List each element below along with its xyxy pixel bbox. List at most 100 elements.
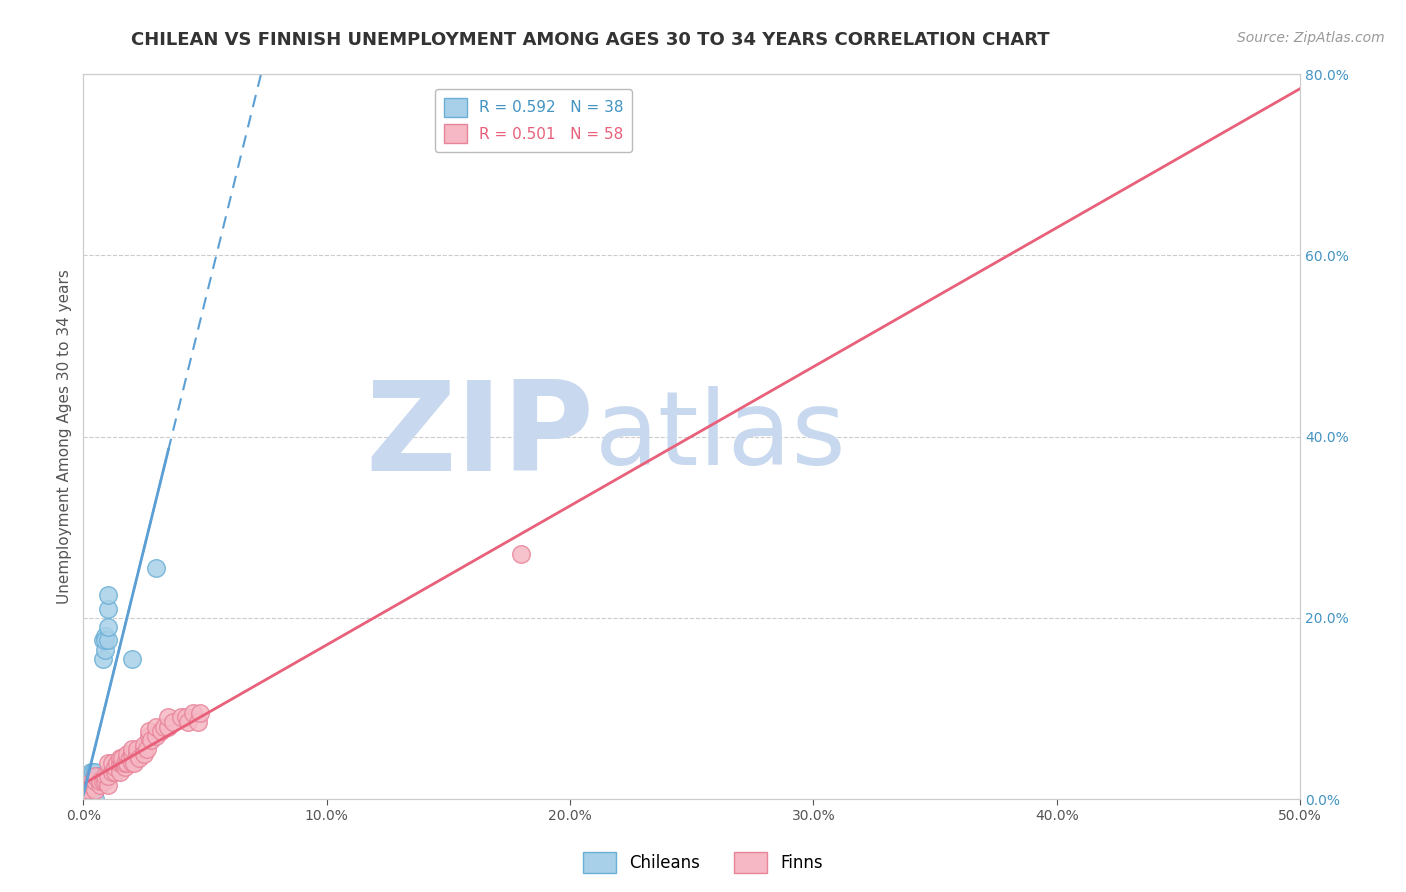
Point <box>94 629 117 643</box>
Point <box>187 714 209 729</box>
Point <box>79 764 101 779</box>
Point <box>97 620 120 634</box>
Point <box>72 773 94 788</box>
Point <box>91 633 114 648</box>
Point <box>114 756 136 770</box>
Point <box>77 783 100 797</box>
Point <box>114 760 136 774</box>
Point <box>94 642 117 657</box>
Point <box>82 764 104 779</box>
Point <box>177 714 200 729</box>
Point <box>87 769 110 783</box>
Point <box>91 773 114 788</box>
Text: ZIP: ZIP <box>366 376 595 497</box>
Point <box>89 773 111 788</box>
Point <box>89 773 111 788</box>
Point <box>138 724 160 739</box>
Point <box>84 773 107 788</box>
Legend: Chileans, Finns: Chileans, Finns <box>576 846 830 880</box>
Point <box>128 751 150 765</box>
Point <box>125 747 148 761</box>
Point <box>105 756 128 770</box>
Point <box>108 751 131 765</box>
Point <box>97 756 120 770</box>
Point <box>75 779 97 793</box>
Point <box>104 760 127 774</box>
Point <box>82 779 104 793</box>
Point <box>150 724 173 739</box>
Point <box>84 792 107 806</box>
Point <box>89 769 111 783</box>
Point <box>75 773 97 788</box>
Point <box>94 773 117 788</box>
Point <box>162 714 184 729</box>
Point <box>111 751 134 765</box>
Point <box>121 747 143 761</box>
Point <box>124 756 146 770</box>
Point <box>134 747 156 761</box>
Point <box>174 710 197 724</box>
Point <box>115 756 138 770</box>
Point <box>72 783 94 797</box>
Point <box>111 756 134 770</box>
Point <box>97 779 120 793</box>
Point <box>97 601 120 615</box>
Point <box>75 788 97 802</box>
Text: Source: ZipAtlas.com: Source: ZipAtlas.com <box>1237 31 1385 45</box>
Point <box>97 769 120 783</box>
Legend: R = 0.592   N = 38, R = 0.501   N = 58: R = 0.592 N = 38, R = 0.501 N = 58 <box>434 89 633 153</box>
Point <box>79 783 101 797</box>
Point <box>135 742 157 756</box>
Point <box>118 751 141 765</box>
Point <box>141 733 163 747</box>
Point <box>121 742 143 756</box>
Point <box>87 779 110 793</box>
Point <box>188 706 211 720</box>
Point <box>82 773 104 788</box>
Point <box>91 651 114 665</box>
Point <box>79 779 101 793</box>
Point <box>121 651 143 665</box>
Point <box>77 779 100 793</box>
Point <box>125 742 148 756</box>
Point <box>84 764 107 779</box>
Point <box>138 729 160 743</box>
Point <box>77 773 100 788</box>
Point <box>89 779 111 793</box>
Point <box>84 773 107 788</box>
Point <box>101 756 124 770</box>
Point <box>134 742 156 756</box>
Point <box>97 588 120 602</box>
Point <box>94 769 117 783</box>
Point <box>97 633 120 648</box>
Point <box>84 769 107 783</box>
Point <box>169 710 191 724</box>
Point <box>72 788 94 802</box>
Point <box>157 710 180 724</box>
Text: CHILEAN VS FINNISH UNEMPLOYMENT AMONG AGES 30 TO 34 YEARS CORRELATION CHART: CHILEAN VS FINNISH UNEMPLOYMENT AMONG AG… <box>131 31 1050 49</box>
Point <box>72 783 94 797</box>
Y-axis label: Unemployment Among Ages 30 to 34 years: Unemployment Among Ages 30 to 34 years <box>58 269 72 604</box>
Point <box>72 769 94 783</box>
Point <box>77 783 100 797</box>
Point <box>145 729 167 743</box>
Point <box>181 706 204 720</box>
Point <box>152 720 174 734</box>
Point <box>84 769 107 783</box>
Point <box>104 764 127 779</box>
Point <box>108 756 131 770</box>
Point <box>108 764 131 779</box>
Text: atlas: atlas <box>595 386 846 487</box>
Point <box>75 783 97 797</box>
Point <box>75 779 97 793</box>
Point <box>115 747 138 761</box>
Point <box>84 783 107 797</box>
Point <box>79 779 101 793</box>
Point <box>157 720 180 734</box>
Point <box>145 561 167 575</box>
Point <box>79 773 101 788</box>
Point <box>121 756 143 770</box>
Point <box>134 738 156 752</box>
Point <box>94 633 117 648</box>
Point <box>101 764 124 779</box>
